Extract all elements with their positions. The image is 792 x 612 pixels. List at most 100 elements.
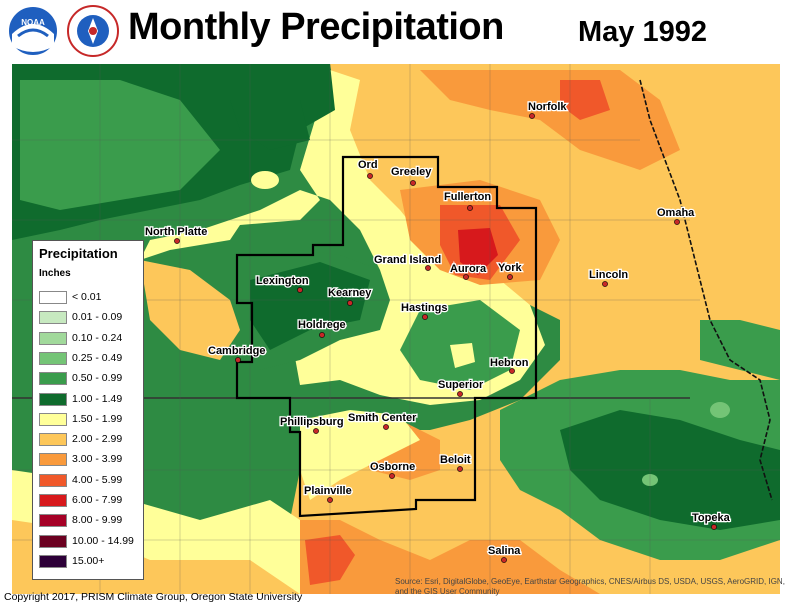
city-label: Smith Center [348, 412, 417, 424]
precip-zone-east-green [700, 320, 780, 380]
legend-swatch [39, 453, 67, 467]
legend-swatch [39, 311, 67, 325]
city-label: Superior [438, 379, 484, 391]
precip-zone-superior-light [450, 343, 475, 368]
city-marker [297, 287, 303, 293]
noaa-logo: NOAA [7, 5, 59, 57]
precip-zone-central-dark [250, 262, 370, 350]
legend-swatch [39, 473, 67, 487]
city-label: Cambridge [208, 345, 265, 357]
legend-label: 0.01 - 0.09 [72, 311, 123, 324]
city-marker [507, 274, 513, 280]
map-title: Monthly Precipitation [128, 6, 504, 48]
legend-item: 10.00 - 14.99 [39, 533, 143, 549]
legend-swatch [39, 392, 67, 406]
city-marker [383, 424, 389, 430]
city-marker [457, 391, 463, 397]
city-marker [501, 557, 507, 563]
precip-zone-northeast-red [560, 80, 610, 120]
study-region-outline [235, 155, 538, 518]
city-marker [711, 524, 717, 530]
county-lines [12, 64, 780, 594]
city-label: Aurora [450, 263, 487, 275]
city-label: Plainville [304, 485, 352, 497]
legend-label: 10.00 - 14.99 [72, 534, 134, 547]
legend: Precipitation Inches < 0.01 0.01 - 0.09 0.… [32, 240, 144, 580]
precip-zone-far-southwest [140, 260, 240, 360]
city-marker [327, 497, 333, 503]
city-label: Salina [488, 545, 521, 557]
city-label: Greeley [391, 166, 432, 178]
city-marker [529, 113, 535, 119]
city-marker [457, 466, 463, 472]
map-date: May 1992 [578, 16, 707, 48]
legend-swatch [39, 534, 67, 548]
legend-label: 0.25 - 0.49 [72, 351, 123, 364]
precip-zone-northeast-orange [420, 70, 680, 170]
precip-zone-west-mid [20, 80, 220, 210]
legend-swatch [39, 291, 67, 304]
legend-item: 0.25 - 0.49 [39, 350, 143, 366]
city-label: Omaha [657, 207, 695, 219]
city-label: Topeka [692, 512, 731, 524]
city-marker [467, 205, 473, 211]
legend-label: 1.00 - 1.49 [72, 392, 123, 405]
city-marker [425, 265, 431, 271]
city-label: Phillipsburg [280, 416, 344, 428]
city-label: Ord [358, 159, 378, 171]
legend-item: 0.50 - 0.99 [39, 370, 143, 386]
legend-swatch [39, 514, 67, 528]
legend-swatch [39, 351, 67, 365]
legend-label: 0.50 - 0.99 [72, 372, 123, 385]
legend-item: 4.00 - 5.99 [39, 472, 143, 488]
legend-swatch [39, 494, 67, 507]
city-label: Osborne [370, 461, 415, 473]
city-label: Kearney [328, 287, 372, 299]
legend-label: 8.00 - 9.99 [72, 514, 123, 527]
legend-label: 3.00 - 3.99 [72, 453, 123, 466]
precip-zone-pocket-light-1 [251, 171, 279, 189]
city-label: Holdrege [298, 319, 346, 331]
legend-label: 6.00 - 7.99 [72, 494, 123, 506]
city-marker [674, 219, 680, 225]
legend-title: Precipitation [39, 246, 118, 261]
legend-swatch [39, 433, 67, 447]
city-marker [422, 314, 428, 320]
legend-item: < 0.01 [39, 289, 143, 305]
city-label: Grand Island [374, 254, 441, 266]
legend-label: 2.00 - 2.99 [72, 433, 123, 446]
legend-item: 0.10 - 0.24 [39, 330, 143, 346]
city-label: Fullerton [444, 191, 491, 203]
legend-label: 15.00+ [72, 554, 105, 567]
city-marker [463, 274, 469, 280]
noaa-logo-text: NOAA [21, 18, 45, 27]
precip-zone-pocket-light-2 [710, 402, 730, 418]
nws-logo [67, 5, 119, 57]
city-label: Lexington [256, 275, 309, 287]
legend-swatch [39, 412, 67, 426]
city-marker [389, 473, 395, 479]
precip-zone-aurora-core [458, 228, 498, 275]
city-label: North Platte [145, 226, 207, 238]
legend-item: 0.01 - 0.09 [39, 309, 143, 325]
legend-item: 3.00 - 3.99 [39, 451, 143, 467]
legend-label: 4.00 - 5.99 [72, 473, 123, 486]
city-label: Beloit [440, 454, 471, 466]
legend-item: 1.50 - 1.99 [39, 411, 143, 427]
city-marker [347, 300, 353, 306]
map-source-credits: Source: Esri, DigitalGlobe, GeoEye, Eart… [395, 577, 785, 596]
legend-label: < 0.01 [72, 291, 102, 303]
precip-zone-kansas-orange [300, 520, 600, 594]
legend-swatch [39, 554, 67, 568]
legend-item: 15.00+ [39, 553, 143, 569]
city-label: Lincoln [589, 269, 628, 281]
city-marker [410, 180, 416, 186]
city-marker [602, 281, 608, 287]
legend-item: 2.00 - 2.99 [39, 431, 143, 447]
city-marker [235, 357, 241, 363]
city-marker [313, 428, 319, 434]
legend-item: 6.00 - 7.99 [39, 492, 143, 508]
city-label: Hebron [490, 357, 529, 369]
